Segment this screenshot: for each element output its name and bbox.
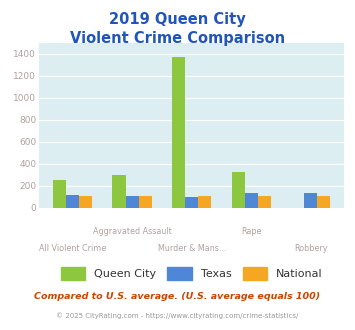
Bar: [258, 196, 271, 208]
Bar: [231, 172, 245, 208]
Bar: [79, 196, 92, 208]
Text: Rape: Rape: [241, 227, 262, 236]
Text: Robbery: Robbery: [294, 244, 328, 253]
Bar: [53, 180, 66, 208]
Text: Violent Crime Comparison: Violent Crime Comparison: [70, 31, 285, 46]
Bar: [66, 195, 79, 208]
Bar: [172, 57, 185, 208]
Text: © 2025 CityRating.com - https://www.cityrating.com/crime-statistics/: © 2025 CityRating.com - https://www.city…: [56, 312, 299, 318]
Bar: [317, 196, 331, 208]
Bar: [139, 196, 152, 208]
Bar: [126, 196, 139, 208]
Text: Aggravated Assault: Aggravated Assault: [93, 227, 171, 236]
Bar: [185, 197, 198, 208]
Text: All Violent Crime: All Violent Crime: [39, 244, 106, 253]
Text: 2019 Queen City: 2019 Queen City: [109, 12, 246, 26]
Bar: [113, 175, 126, 208]
Legend: Queen City, Texas, National: Queen City, Texas, National: [56, 263, 327, 284]
Bar: [198, 196, 211, 208]
Text: Compared to U.S. average. (U.S. average equals 100): Compared to U.S. average. (U.S. average …: [34, 292, 321, 301]
Bar: [304, 193, 317, 208]
Text: Murder & Mans...: Murder & Mans...: [158, 244, 226, 253]
Bar: [245, 193, 258, 208]
